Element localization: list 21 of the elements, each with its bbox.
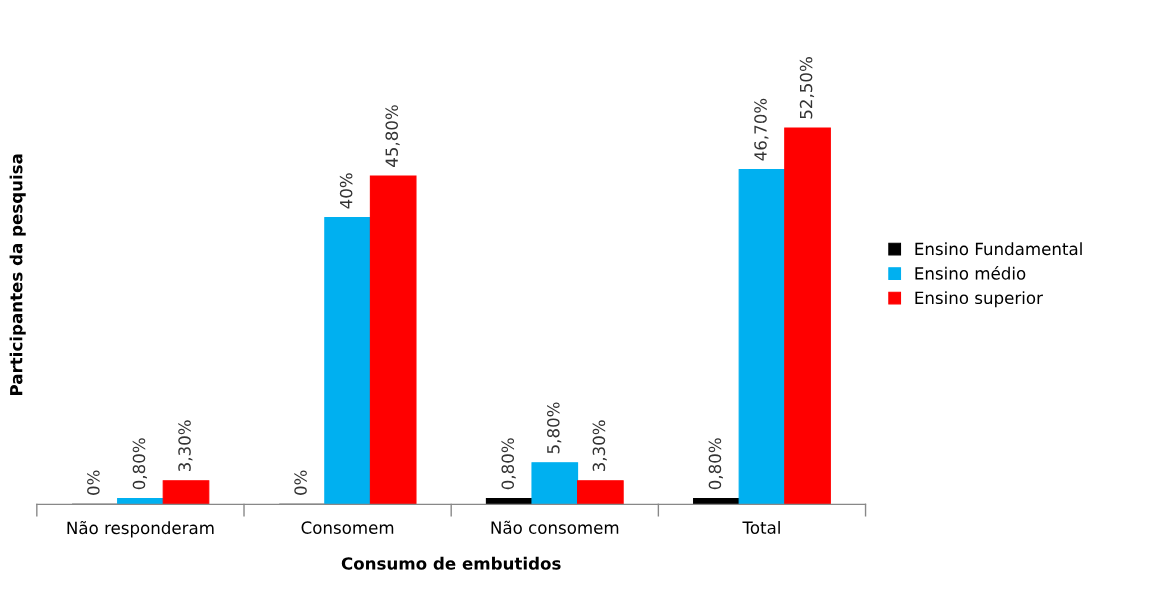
legend-label: Ensino superior (915, 291, 1043, 308)
x-tick-label: Não consomem (491, 520, 619, 534)
data-label: 0% (87, 470, 100, 495)
data-label: 3,30% (178, 420, 193, 472)
legend-label: Ensino Fundamental (915, 242, 1082, 256)
data-label: 0,80% (708, 438, 723, 490)
x-tick-label: Consomem (301, 521, 394, 534)
x-tick-label: Não responderam (67, 521, 214, 538)
x-axis-title: Consumo de embutidos (341, 556, 561, 570)
data-label: 45,80% (385, 105, 400, 167)
y-axis-title: Participantes da pesquisa (9, 154, 26, 395)
legend-label: Ensino médio (915, 266, 1026, 280)
data-label: 52,50% (799, 57, 815, 119)
data-label: 3,30% (592, 420, 607, 472)
data-label: 0% (294, 470, 307, 495)
x-tick-label: Total (742, 521, 780, 534)
data-label: 5,80% (547, 402, 562, 454)
data-label: 46,70% (754, 98, 769, 161)
data-label: 0,80% (501, 438, 516, 490)
data-label: 40% (339, 173, 353, 209)
data-label: 0,80% (132, 438, 147, 490)
